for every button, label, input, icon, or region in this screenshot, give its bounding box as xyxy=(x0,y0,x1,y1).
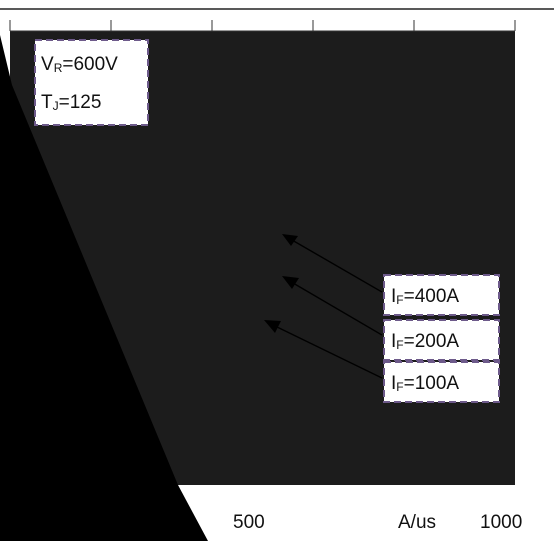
curve-label-200a-box: IF=200A xyxy=(383,319,500,361)
x-tick-label-1000: 1000 xyxy=(480,512,522,533)
condition-tj-label: TJ=125 xyxy=(41,92,101,113)
grid-ticks xyxy=(9,20,516,32)
curve-label-100a: IF=100A xyxy=(391,373,459,394)
arrow-100a xyxy=(274,325,383,379)
curve-label-200a-border xyxy=(383,319,500,361)
arrow-400a xyxy=(291,239,383,293)
curve-label-400a-border xyxy=(383,274,500,316)
curve-label-400a: IF=400A xyxy=(391,286,459,307)
conditions-box-border xyxy=(34,39,149,126)
arrowhead-100a xyxy=(264,320,281,333)
arrowhead-200a xyxy=(282,276,299,289)
x-axis-label: A/us xyxy=(398,512,436,533)
arrow-200a xyxy=(292,282,383,336)
plot-header-strip xyxy=(10,20,515,31)
condition-vr-label: VR=600V xyxy=(41,54,118,75)
curve-label-100a-box: IF=100A xyxy=(383,361,500,403)
black-wedge-overlay xyxy=(0,35,208,541)
arrowhead-400a xyxy=(282,234,298,246)
arrows-group xyxy=(264,234,383,379)
curve-label-200a: IF=200A xyxy=(391,331,459,352)
curve-label-400a-box: IF=400A xyxy=(383,274,500,316)
conditions-label-box: VR=600V TJ=125 xyxy=(34,39,149,126)
x-tick-label-500: 500 xyxy=(233,512,265,533)
curve-label-100a-border xyxy=(383,361,500,403)
